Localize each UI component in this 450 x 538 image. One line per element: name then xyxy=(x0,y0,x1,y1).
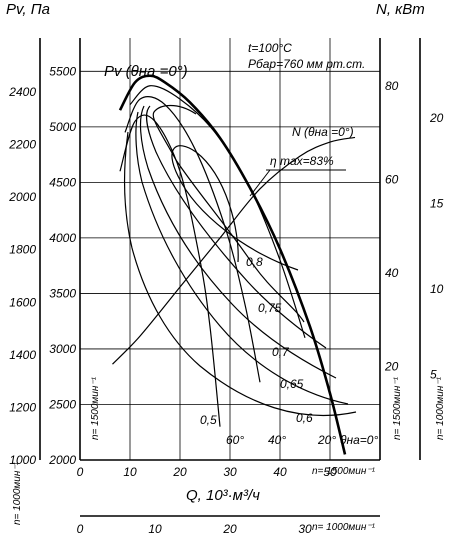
speed-note-left-inner: n= 1500мин⁻¹ xyxy=(90,376,101,440)
pv-tick-label: 3000 xyxy=(49,342,76,356)
q-secondary-tick-label: 10 xyxy=(148,522,162,536)
eta-max-label: η max=83% xyxy=(270,154,334,168)
q-secondary-tick-label: 20 xyxy=(222,522,237,536)
right-outer-ticks: 5 10 15 20 xyxy=(429,111,444,382)
n-outer-tick-label: 15 xyxy=(430,197,444,211)
n-outer-tick-label: 5 xyxy=(430,368,437,382)
eff-label-0-65: 0,65 xyxy=(280,377,304,391)
pv-tick-label: 4500 xyxy=(49,175,76,189)
n-tick-label: 60 xyxy=(385,173,399,187)
n-curve-label: N (θна =0°) xyxy=(292,125,354,139)
pv-tick-label: 2500 xyxy=(48,397,76,411)
angle-label-20: 20° xyxy=(317,433,336,447)
series-line-power xyxy=(112,136,356,365)
pv-curve-label: Pv (θна =0°) xyxy=(104,63,188,80)
pv-outer-tick-label: 2200 xyxy=(8,138,36,152)
n-outer-tick-label: 20 xyxy=(429,111,444,125)
n-outer-tick-label: 10 xyxy=(430,282,444,296)
q-axis-title: Q, 10³·м³/ч xyxy=(186,487,260,504)
pv-outer-tick-label: 1000 xyxy=(9,453,36,467)
left-outer-ticks: 1000 1200 1400 1600 1800 2000 2200 2400 xyxy=(8,85,36,467)
angle-label-0: θна=0° xyxy=(340,433,378,447)
eff-contour-0-75 xyxy=(152,104,305,323)
angle-label-40: 40° xyxy=(268,433,286,447)
q-secondary-tick-label: 30 xyxy=(298,522,312,536)
q-secondary-tick-label: 0 xyxy=(77,522,84,536)
speed-note-left-outer: n= 1000мин⁻¹ xyxy=(12,461,23,525)
eff-label-0-5: 0,5 xyxy=(200,413,217,427)
temperature-note: t=100°C xyxy=(248,41,292,55)
speed-note-right-inner: n= 1500мин⁻¹ xyxy=(392,376,403,440)
speed-note-secondary: n= 1000мин⁻¹ xyxy=(312,522,376,533)
pv-outer-tick-label: 1200 xyxy=(9,400,36,414)
eff-contour-0-7 xyxy=(146,105,327,349)
eta-max-pointer xyxy=(249,169,271,197)
q-tick-label: 50 xyxy=(323,465,337,479)
right-inner-ticks: 20 40 60 80 xyxy=(384,79,399,374)
eff-contour-0-5 xyxy=(123,131,357,417)
pv-outer-tick-label: 2400 xyxy=(8,85,36,99)
secondary-ticks: 0 10 20 30 xyxy=(77,522,312,536)
n-tick-label: 20 xyxy=(384,360,399,374)
angle-label-60: 60° xyxy=(226,433,244,447)
bottom-ticks: 0 10 20 30 40 50 xyxy=(77,465,337,479)
eff-label-0-7: 0,7 xyxy=(272,345,290,359)
left-inner-ticks: 2000 2500 3000 3500 4000 4500 5000 5500 xyxy=(48,64,76,467)
pv-outer-tick-label: 2000 xyxy=(8,190,36,204)
q-tick-label: 10 xyxy=(123,465,137,479)
q-tick-label: 20 xyxy=(172,465,187,479)
series-line-angle-40 xyxy=(124,96,261,383)
pv-tick-label: 5000 xyxy=(49,120,76,134)
pv-outer-tick-label: 1400 xyxy=(9,348,36,362)
pv-tick-label: 2000 xyxy=(48,453,76,467)
speed-note-bottom: n= 1500мин⁻¹ xyxy=(312,466,376,477)
eff-contour-0-65 xyxy=(139,105,337,379)
pressure-note: Рбар=760 мм рт.ст. xyxy=(248,57,365,71)
eff-label-0-75: 0,75 xyxy=(258,301,282,315)
pv-tick-label: 3500 xyxy=(49,286,76,300)
pv-axis-title: Pv, Па xyxy=(6,1,50,18)
pv-tick-label: 5500 xyxy=(49,64,76,78)
eff-label-0-6: 0,6 xyxy=(296,411,313,425)
eff-contour-0-6 xyxy=(135,111,349,405)
eff-label-0-8: 0,8 xyxy=(246,255,263,269)
speed-note-right-outer: n= 1000мин⁻¹ xyxy=(435,376,446,440)
q-tick-label: 40 xyxy=(273,465,287,479)
n-tick-label: 40 xyxy=(385,266,399,280)
n-axis-title: N, кВт xyxy=(376,1,425,18)
efficiency-contours xyxy=(123,104,357,417)
n-tick-label: 80 xyxy=(385,79,399,93)
pv-tick-label: 4000 xyxy=(49,231,76,245)
series-line-angle-60 xyxy=(119,114,221,427)
pv-outer-tick-label: 1600 xyxy=(9,295,36,309)
q-tick-label: 30 xyxy=(223,465,237,479)
q-tick-label: 0 xyxy=(77,465,84,479)
pv-outer-tick-label: 1800 xyxy=(9,243,36,257)
